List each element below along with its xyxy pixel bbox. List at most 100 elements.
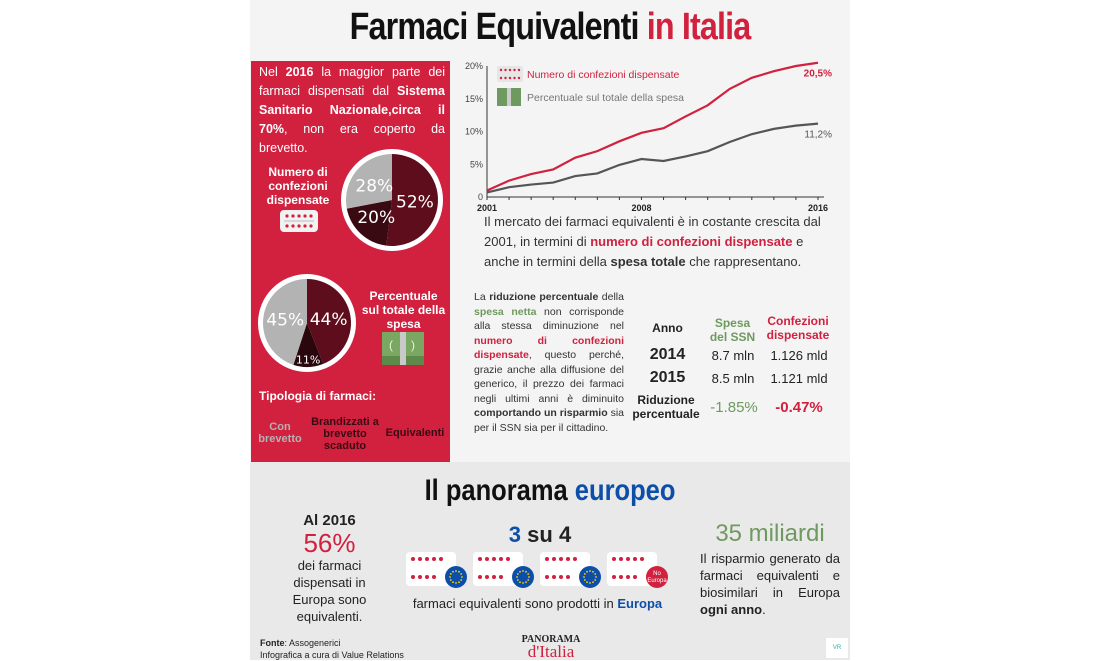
pill-dot: [573, 557, 577, 561]
pill-dot: [559, 557, 563, 561]
pie2-label: Percentuale sul totale della spesa: [361, 289, 446, 331]
corner-logo: VR: [826, 638, 848, 658]
pill-dot: [432, 575, 436, 579]
table-cell: 8.7 mln: [711, 348, 755, 363]
three-of-four: 3 su 4: [508, 522, 572, 547]
line-chart: 0 5% 10% 15% 20% 2001 2008 2016 20,5% Numero di c…: [465, 61, 832, 213]
eu-star: [449, 576, 451, 578]
series-line: [486, 61, 819, 192]
left-panel: Nel 2016 la maggior parte dei farmaci di…: [251, 61, 450, 462]
pie-slice: [386, 154, 438, 247]
pill-dot: [485, 557, 489, 561]
eu-star: [460, 573, 463, 575]
pill-dot: [552, 557, 556, 561]
pill-dot: [626, 575, 630, 579]
savings-text: Il risparmio generato da farmaci equival…: [700, 551, 840, 617]
table-header-anno: Anno: [652, 321, 683, 335]
europe-pct: 56%: [303, 528, 356, 558]
europe-title: Il panorama europeo: [424, 474, 676, 507]
pie-slice: [293, 323, 324, 368]
eu-star: [589, 582, 591, 584]
reduction-spesa: -1.85%: [710, 399, 758, 416]
pill-dot: [612, 557, 616, 561]
source: Fonte: Assogenerici Infografica a cura di…: [260, 638, 404, 660]
pill-dot: [633, 575, 637, 579]
legend-dot: [517, 68, 521, 72]
pie-label: 28%: [355, 176, 393, 196]
y-tick-label: 0: [478, 192, 483, 202]
pill-dot: [425, 557, 429, 561]
type-con-brevetto: Con brevetto: [258, 421, 302, 445]
savings-amount: 35 miliardi: [715, 520, 825, 547]
pie-slice: [346, 200, 392, 246]
pill-dot: [411, 557, 415, 561]
eu-star: [516, 573, 519, 575]
table-year: 2015: [649, 369, 686, 386]
pill-dot: [566, 557, 570, 561]
eu-star: [525, 570, 527, 573]
x-tick-label: 2008: [631, 203, 651, 213]
eu-star: [458, 581, 460, 584]
eu-star: [594, 579, 597, 581]
x-tick-label: 2001: [477, 203, 497, 213]
eu-star: [527, 573, 530, 575]
reduction-label: Riduzione percentuale: [632, 393, 700, 421]
legend-dot: [517, 76, 521, 80]
pie-charts: 52%20% 28% 44% 11% 45%: [258, 149, 443, 372]
money-icon: (): [382, 332, 424, 365]
series-line: [486, 122, 819, 194]
legend-label: Numero di confezioni dispensate: [527, 69, 679, 81]
page-title: Farmaci Equivalenti in Italia: [349, 6, 752, 48]
table-cell: 1.126 mld: [770, 348, 828, 363]
pill-dot: [506, 557, 510, 561]
eu-star: [522, 582, 524, 584]
legend-dot: [504, 76, 507, 80]
pie-label: 44%: [310, 310, 348, 330]
svg-text:(: (: [389, 338, 393, 352]
pill-dot: [633, 557, 637, 561]
table-header-confezioni: Confezioni dispensate: [766, 314, 830, 342]
legend-dot: [508, 68, 512, 72]
pill-dot: [425, 575, 429, 579]
eu-star: [519, 570, 521, 573]
eu-star: [452, 570, 454, 573]
pill-dot: [418, 575, 422, 579]
pill-dot: [552, 575, 556, 579]
pie1-label: Numero di confezioni dispensate: [266, 165, 330, 207]
pill-dot: [478, 557, 482, 561]
legend-dot: [504, 68, 507, 72]
pie-label: 11%: [296, 353, 320, 366]
pie-label: 52%: [396, 192, 434, 212]
legend-dot: [513, 68, 516, 72]
pie-label: 45%: [266, 311, 304, 331]
table-cell: 1.121 mld: [770, 371, 828, 386]
type-equivalenti: Equivalenti: [385, 427, 445, 439]
eu-star: [592, 581, 594, 584]
pill-dot: [619, 575, 623, 579]
y-tick-label: 10%: [465, 127, 483, 137]
intro-text: Nel 2016 la maggior parte dei farmaci di…: [259, 65, 446, 155]
pill-dot: [478, 575, 482, 579]
eu-star: [528, 576, 530, 578]
pill-dot: [619, 557, 623, 561]
panorama-logo: PANORAMA d'Italia: [521, 634, 581, 661]
pill-dot: [411, 575, 415, 579]
eu-star: [586, 581, 588, 584]
pill-dot: [492, 557, 496, 561]
europe-right: 35 miliardi Il risparmio generato da far…: [700, 520, 840, 618]
legend-money-band: [507, 88, 511, 106]
reduction-confezioni: -0.47%: [775, 399, 823, 416]
types-title: Tipologia di farmaci:: [259, 389, 377, 403]
no-europe-label: No: [653, 571, 661, 577]
pill-dot: [640, 557, 644, 561]
legend-pill-icon: [497, 66, 523, 82]
eu-star: [583, 579, 586, 581]
eu-flag-icon: [579, 566, 601, 588]
table-year: 2014: [649, 346, 686, 363]
pie-slice: [262, 279, 307, 365]
market-text: Il mercato dei farmaci equivalenti è in …: [484, 214, 821, 269]
no-europe-icon: [646, 566, 668, 588]
eu-star: [516, 579, 519, 581]
europe-year: Al 2016: [303, 512, 356, 529]
eu-star: [519, 581, 521, 584]
